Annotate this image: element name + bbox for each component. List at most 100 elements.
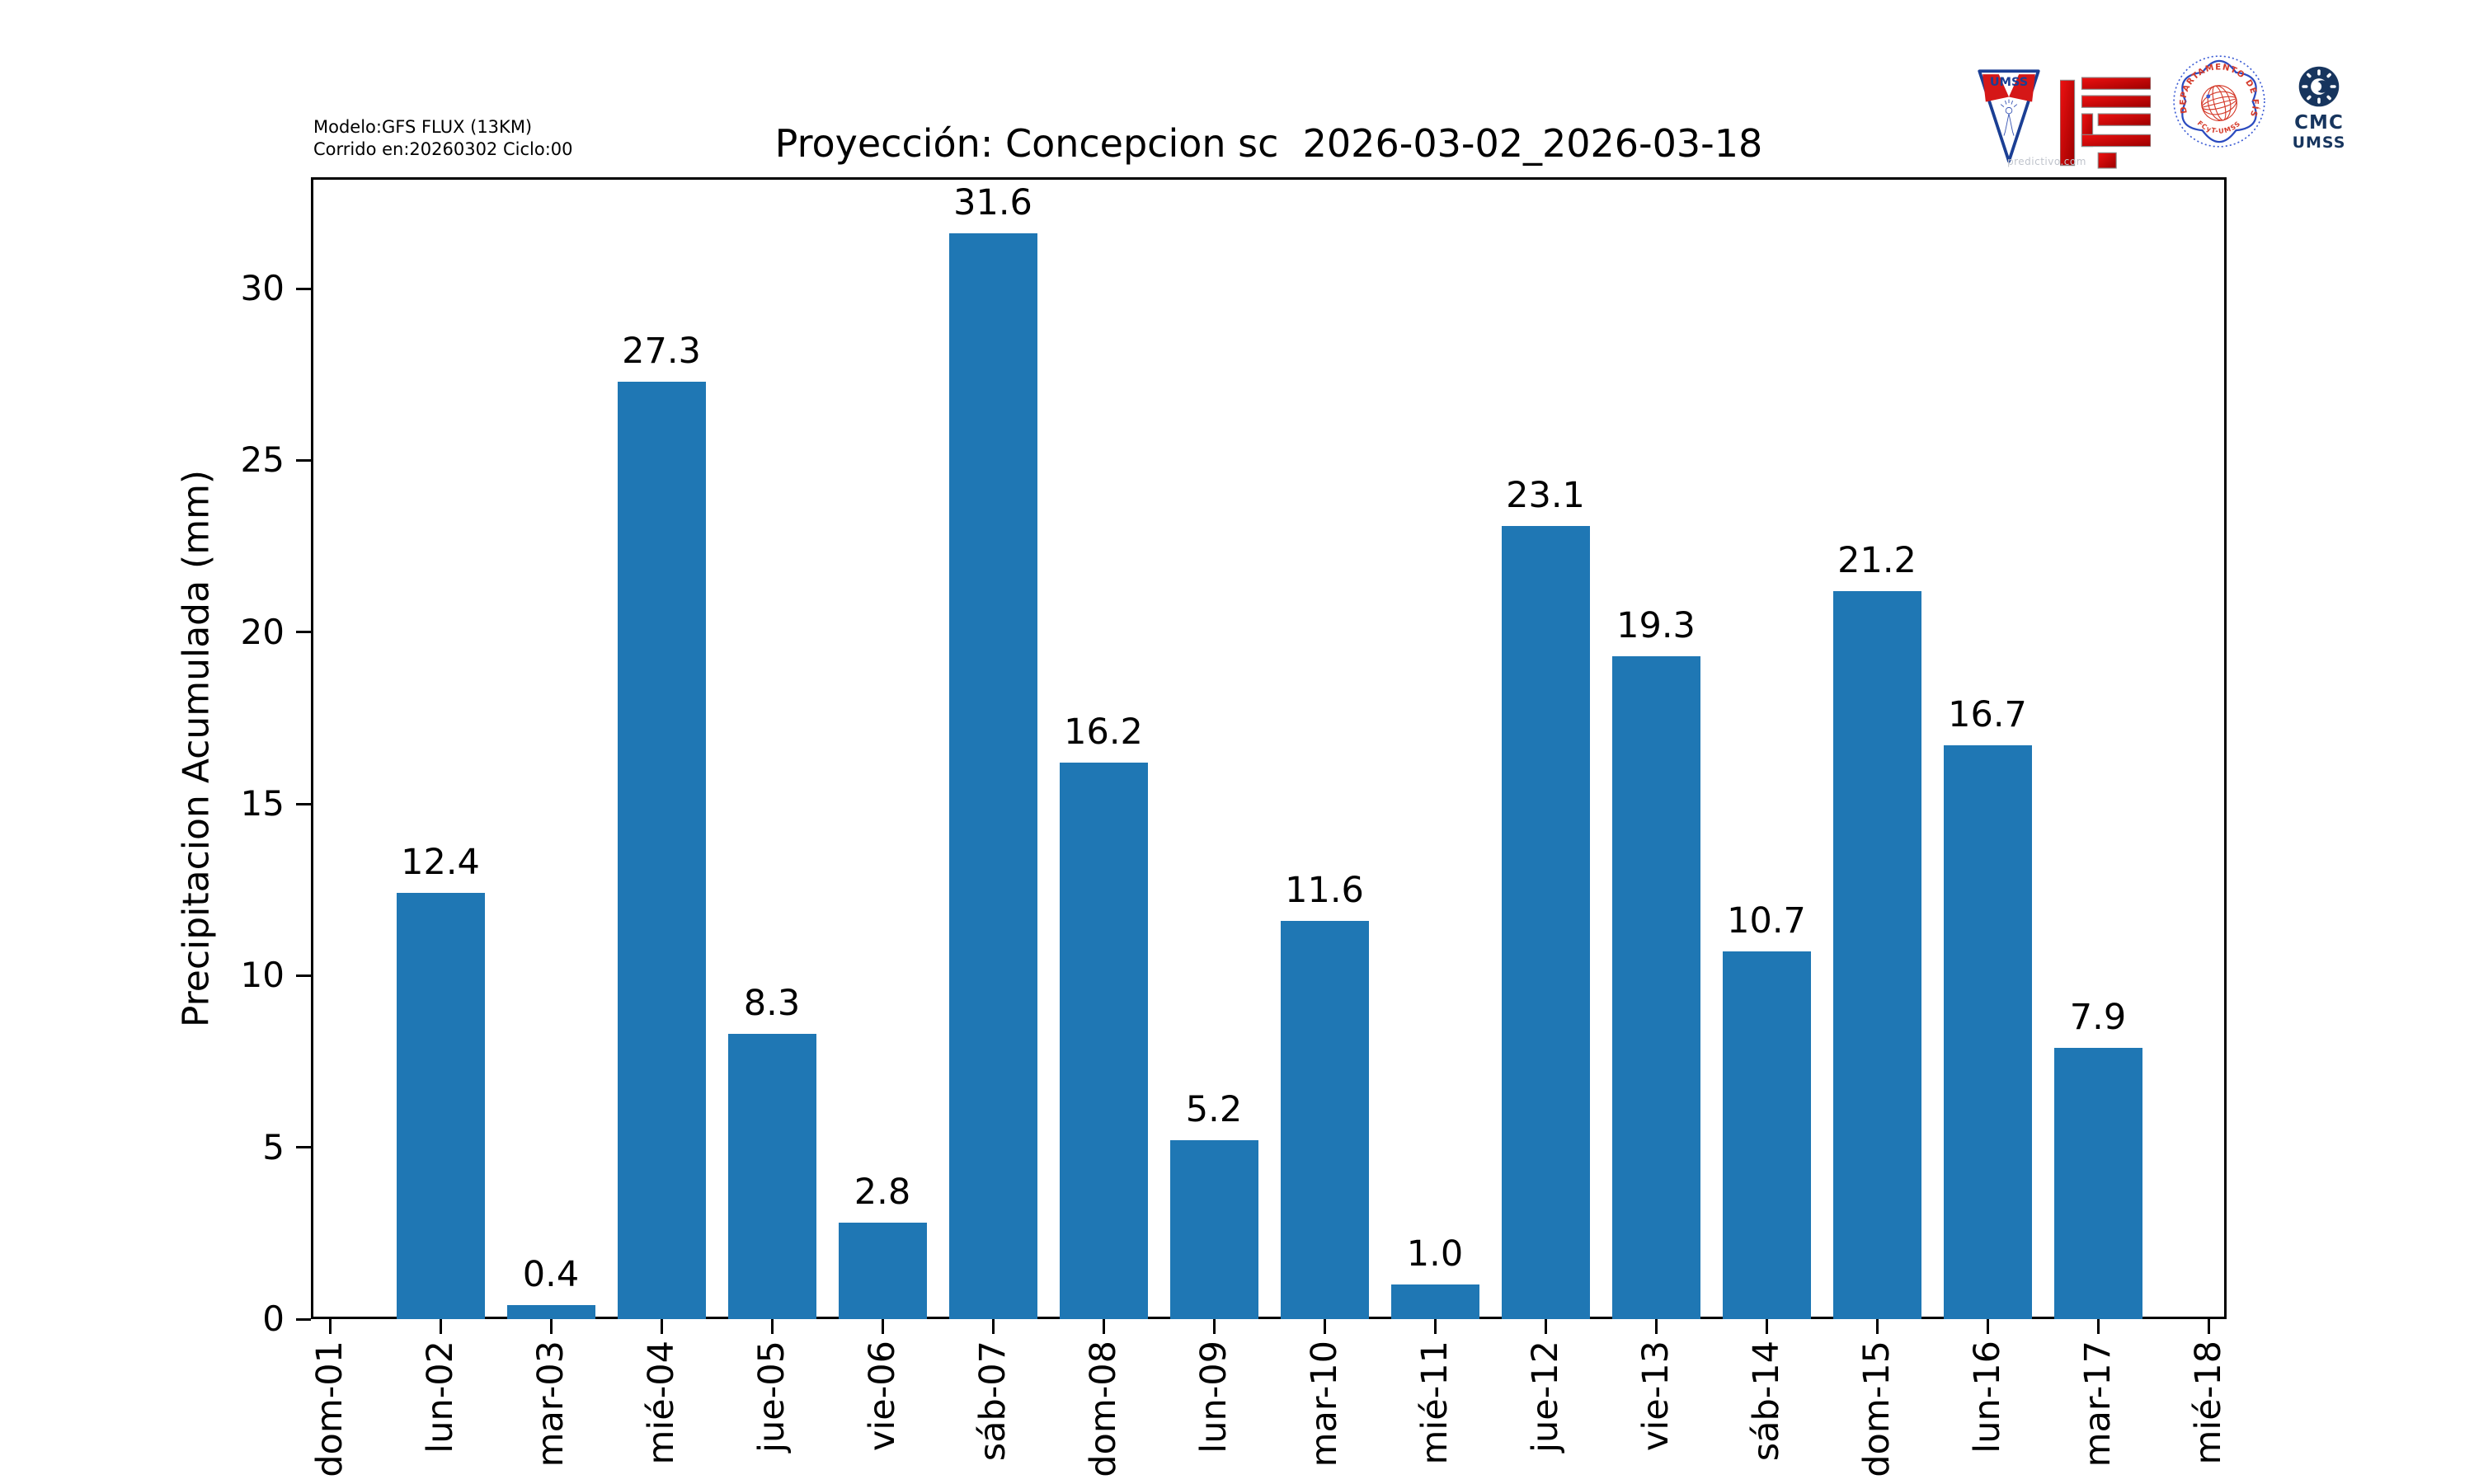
x-axis-label: mar-03: [526, 1341, 576, 1467]
umss-pennant-logo: UMSS: [1978, 69, 2040, 163]
bar-value-label: 7.9: [2069, 996, 2127, 1038]
x-axis-label-text: mié-11: [1414, 1341, 1456, 1465]
y-axis-tick: [296, 974, 311, 977]
x-axis-tick: [1212, 1319, 1216, 1334]
x-axis-label-text: dom-08: [1083, 1341, 1124, 1477]
bar-value-label: 10.7: [1727, 900, 1806, 942]
y-axis-tick: [296, 1317, 311, 1321]
plot-area: Precipitacion Acumulada (mm) dom-01 lun-0…: [176, 177, 2229, 1477]
x-axis-label-text: dom-15: [1856, 1341, 1898, 1477]
x-axis-label: dom-15: [1852, 1341, 1902, 1477]
x-axis-tick: [1986, 1319, 1989, 1334]
x-axis-label-text: sáb-14: [1746, 1341, 1787, 1462]
y-axis-tick-label: 25: [240, 439, 285, 481]
x-axis-label: mar-10: [1300, 1341, 1349, 1467]
y-axis-tick-label: 0: [262, 1298, 285, 1339]
x-axis-tick: [660, 1319, 663, 1334]
x-axis-label: jue-12: [1521, 1341, 1570, 1453]
x-axis-label-text: vie-13: [1635, 1341, 1677, 1452]
bar: [506, 1305, 595, 1319]
bar-value-label: 27.3: [622, 330, 701, 372]
x-axis-tick: [439, 1319, 442, 1334]
pennant-red-right: [2009, 74, 2035, 102]
watermark: predictivo.com: [2007, 156, 2086, 167]
x-axis-label: mié-11: [1410, 1341, 1460, 1465]
x-axis-tick: [1323, 1319, 1326, 1334]
cmc-text-line2: UMSS: [2292, 134, 2346, 152]
bar-value-label: 1.0: [1406, 1233, 1464, 1275]
x-axis-tick: [1544, 1319, 1547, 1334]
x-axis-label-text: mar-03: [530, 1341, 571, 1468]
x-axis-tick: [549, 1319, 553, 1334]
bar: [1169, 1140, 1258, 1319]
x-axis-tick: [881, 1319, 884, 1334]
bar-value-label: 11.6: [1285, 869, 1364, 911]
bar-value-label: 5.2: [1185, 1089, 1243, 1131]
bar: [396, 893, 485, 1319]
x-axis-label: sáb-07: [968, 1341, 1018, 1461]
x-axis-label: lun-09: [1189, 1341, 1239, 1453]
x-axis-label-text: jue-05: [751, 1341, 793, 1453]
x-axis-label-text: mar-10: [1304, 1341, 1345, 1468]
fisica-seal-logo: DEPARTAMENTO DE FÍSICA FCyT-UMSS: [2169, 49, 2265, 148]
pennant-umss-text: UMSS: [1990, 76, 2028, 89]
x-axis-label-text: lun-02: [420, 1341, 461, 1453]
x-axis-label-text: mié-18: [2188, 1341, 2229, 1465]
x-axis-tick: [1875, 1319, 1879, 1334]
y-axis-tick-label: 5: [262, 1126, 285, 1167]
bar-value-label: 21.2: [1837, 539, 1917, 581]
seal-globe: [2201, 85, 2237, 121]
seal-dotted-circle: [2173, 55, 2265, 148]
bar: [1059, 763, 1148, 1319]
x-axis-label: mié-04: [637, 1341, 686, 1465]
x-axis-tick: [1102, 1319, 1105, 1334]
y-axis-tick: [296, 631, 311, 634]
x-axis-tick: [2207, 1319, 2210, 1334]
x-axis-label-text: mar-17: [2077, 1341, 2119, 1468]
x-axis-label-text: lun-16: [1967, 1341, 2008, 1453]
y-axis-tick: [296, 458, 311, 462]
pennant-red-left: [1982, 74, 2009, 102]
x-axis-tick: [1654, 1319, 1658, 1334]
x-axis-label: mar-17: [2073, 1341, 2123, 1467]
bar: [1832, 590, 1921, 1319]
bar: [2053, 1047, 2142, 1319]
y-axis-tick: [296, 287, 311, 290]
model-info: Modelo:GFS FLUX (13KM) Corrido en:2026030…: [313, 116, 573, 161]
bar-value-label: 16.7: [1948, 694, 2027, 736]
x-axis-tick: [1433, 1319, 1437, 1334]
model-line2: Corrido en:20260302 Ciclo:00: [313, 139, 573, 159]
x-axis-label: dom-08: [1079, 1341, 1128, 1477]
x-axis-label: lun-16: [1963, 1341, 2012, 1453]
x-axis-label-text: sáb-07: [972, 1341, 1014, 1462]
bar: [838, 1223, 927, 1319]
x-axis-tick: [328, 1319, 332, 1334]
x-axis-label-text: vie-06: [862, 1341, 903, 1452]
bar: [948, 233, 1037, 1319]
y-axis-tick: [296, 1146, 311, 1149]
x-axis-label: dom-01: [305, 1341, 355, 1477]
bar-value-label: 31.6: [953, 182, 1032, 224]
x-axis-label-text: mié-04: [641, 1341, 682, 1465]
cmc-logo: CMC UMSS: [2291, 64, 2347, 152]
x-axis-label: mié-18: [2184, 1341, 2233, 1465]
y-axis-tick-label: 10: [240, 955, 285, 996]
bar-value-label: 8.3: [743, 983, 801, 1025]
x-axis-label: sáb-14: [1742, 1341, 1791, 1461]
bar-value-label: 16.2: [1064, 711, 1143, 753]
chart-title: Proyección: Concepcion sc 2026-03-02_202…: [774, 121, 1763, 166]
x-axis-label: vie-06: [858, 1341, 907, 1451]
seal-wavy-border: [2181, 59, 2257, 143]
seal-globe-dot: [2206, 94, 2211, 99]
bar-value-label: 2.8: [854, 1172, 911, 1214]
bar: [1280, 920, 1369, 1319]
cmc-text-line1: CMC: [2294, 112, 2344, 134]
bar: [617, 381, 706, 1319]
x-axis-label: vie-13: [1631, 1341, 1681, 1451]
fcyt-logo: [2060, 77, 2151, 169]
x-axis-tick: [1765, 1319, 1768, 1334]
pennant-emblem: [2000, 99, 2018, 136]
x-axis-tick: [991, 1319, 995, 1334]
y-axis-tick-label: 30: [240, 268, 285, 308]
